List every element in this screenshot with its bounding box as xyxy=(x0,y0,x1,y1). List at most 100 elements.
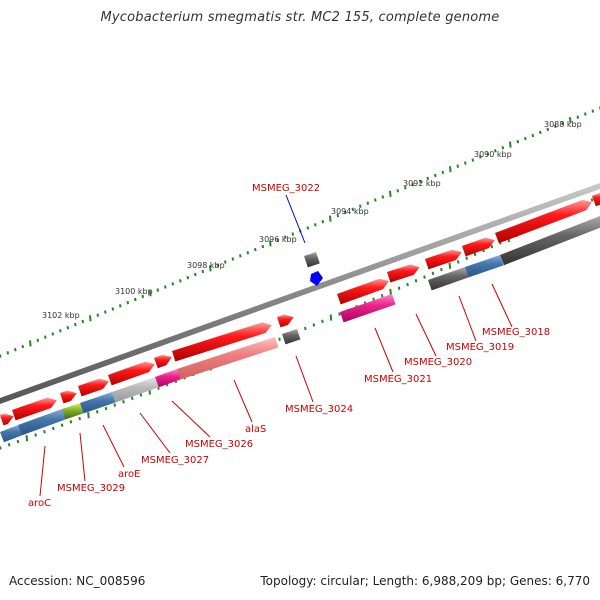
reverse-gene[interactable] xyxy=(340,294,396,323)
minor-tick xyxy=(423,275,426,279)
label-leader-line xyxy=(233,379,253,423)
minor-tick xyxy=(66,326,70,330)
gene-label[interactable]: aroC xyxy=(28,498,51,509)
reverse-gene[interactable] xyxy=(18,409,66,436)
gene-label[interactable]: MSMEG_3019 xyxy=(446,342,514,353)
minor-tick xyxy=(411,182,415,187)
minor-tick xyxy=(186,275,190,280)
gene-label[interactable]: MSMEG_3020 xyxy=(404,357,472,368)
reverse-gene[interactable] xyxy=(62,403,84,420)
gene-label[interactable]: MSMEG_3027 xyxy=(141,455,209,466)
scale-labels: 3088 kbp 3090 kbp 3092 kbp 3094 kbp 3096 kbp… xyxy=(42,120,582,320)
minor-tick xyxy=(479,155,482,159)
minor-tick xyxy=(431,271,435,276)
forward-gene[interactable] xyxy=(108,361,155,386)
scale-label: 3096 kbp xyxy=(259,235,297,244)
selected-marker-icon[interactable] xyxy=(310,271,323,286)
forward-gene[interactable] xyxy=(495,199,592,244)
reverse-gene[interactable] xyxy=(112,377,159,403)
minor-tick xyxy=(276,238,280,243)
scale-label: 3090 kbp xyxy=(474,150,512,159)
forward-gene[interactable] xyxy=(0,413,14,426)
forward-gene[interactable] xyxy=(277,314,294,328)
reverse-gene[interactable] xyxy=(177,337,279,380)
gene-labels[interactable]: MSMEG_3022 MSMEG_3018 MSMEG_3019 MSMEG_3020… xyxy=(28,183,550,509)
minor-tick xyxy=(426,176,430,181)
minor-tick xyxy=(69,420,73,424)
major-tick xyxy=(89,315,92,322)
minor-tick xyxy=(239,254,242,258)
gene-tracks[interactable] xyxy=(0,193,600,443)
forward-gene[interactable] xyxy=(337,278,389,305)
minor-tick xyxy=(104,406,108,411)
accession-text: Accession: NC_008596 xyxy=(9,574,146,588)
minor-tick xyxy=(576,115,580,119)
reverse-gene[interactable] xyxy=(0,425,22,443)
reverse-gene[interactable] xyxy=(428,267,469,291)
minor-tick xyxy=(380,293,384,298)
minor-tick xyxy=(104,310,107,314)
forward-gene[interactable] xyxy=(387,264,420,283)
minor-tick xyxy=(404,186,407,190)
minor-tick xyxy=(126,300,130,305)
reverse-gene[interactable] xyxy=(80,392,116,414)
minor-tick xyxy=(139,393,143,397)
gene-label[interactable]: aroE xyxy=(118,469,140,480)
minor-tick xyxy=(231,257,235,261)
minor-tick xyxy=(291,232,295,236)
genome-summary-text: Topology: circular; Length: 6,988,209 bp… xyxy=(260,574,590,588)
minor-tick xyxy=(440,267,443,272)
minor-tick xyxy=(321,220,325,224)
forward-gene[interactable] xyxy=(172,322,272,362)
minor-tick xyxy=(414,279,418,283)
forward-gene[interactable] xyxy=(462,237,495,257)
forward-gene[interactable] xyxy=(78,378,109,397)
genome-backbone xyxy=(0,183,600,404)
gene-label[interactable]: MSMEG_3026 xyxy=(185,439,253,450)
label-leader-line xyxy=(415,313,437,357)
forward-gene[interactable] xyxy=(425,249,462,270)
minor-tick xyxy=(336,213,340,218)
minor-tick xyxy=(164,285,167,289)
major-tick xyxy=(389,190,392,197)
minor-tick xyxy=(524,136,527,141)
label-leader-lines xyxy=(39,194,513,497)
scale-label: 3092 kbp xyxy=(403,179,441,188)
forward-gene[interactable] xyxy=(154,354,172,369)
minor-tick xyxy=(52,426,55,431)
gene-label[interactable]: MSMEG_3024 xyxy=(285,404,353,415)
minor-tick xyxy=(16,439,20,444)
minor-tick xyxy=(471,158,475,162)
minor-tick xyxy=(546,127,550,132)
minor-tick xyxy=(119,304,122,308)
major-tick xyxy=(389,288,392,296)
gene-label[interactable]: MSMEG_3022 xyxy=(252,183,320,194)
minor-tick xyxy=(51,332,55,336)
forward-gene[interactable] xyxy=(60,390,77,404)
forward-gene[interactable] xyxy=(12,397,57,421)
label-leader-line xyxy=(374,327,394,373)
map-title: Mycobacterium smegmatis str. MC2 155, co… xyxy=(100,10,500,25)
forward-gene[interactable] xyxy=(592,193,600,207)
minor-tick xyxy=(81,319,85,324)
gene-label[interactable]: MSMEG_3021 xyxy=(364,374,432,385)
minor-tick xyxy=(321,319,324,323)
gene-label[interactable]: MSMEG_3029 xyxy=(57,483,125,494)
label-leader-line xyxy=(79,432,86,482)
label-leader-line xyxy=(295,355,314,403)
reverse-gene[interactable] xyxy=(282,329,301,345)
label-leader-line xyxy=(285,194,306,244)
minor-tick xyxy=(312,323,316,327)
reverse-gene[interactable] xyxy=(465,255,504,278)
minor-tick xyxy=(171,282,175,286)
gene-label[interactable]: alaS xyxy=(245,424,266,435)
gene-label[interactable]: MSMEG_3018 xyxy=(482,327,550,338)
reverse-gene[interactable] xyxy=(500,216,600,266)
minor-tick xyxy=(539,130,542,135)
gene-msmeg-3022[interactable] xyxy=(304,252,320,268)
minor-tick xyxy=(113,403,117,407)
reverse-gene[interactable] xyxy=(155,369,181,388)
minor-tick xyxy=(216,263,220,267)
minor-tick xyxy=(590,198,594,202)
